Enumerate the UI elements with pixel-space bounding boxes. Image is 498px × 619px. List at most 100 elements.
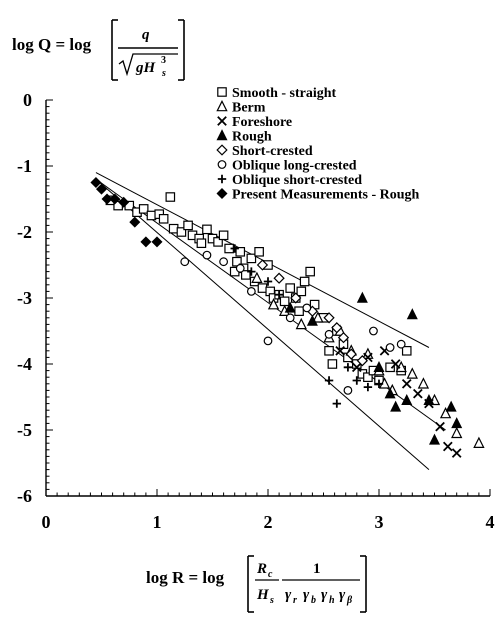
data-point [251, 271, 263, 283]
data-point [140, 236, 152, 248]
legend-label: Smooth - straight [232, 86, 337, 101]
legend-item: Oblique short-crested [217, 173, 362, 188]
y-formula-den-sup: 3 [161, 55, 166, 66]
data-point [306, 314, 318, 326]
data-point [374, 379, 384, 388]
x-formula-gamma-sub: β [346, 595, 353, 606]
data-point [428, 433, 441, 445]
legend-item: Short-crested [216, 144, 313, 159]
series-diamond-filled [90, 176, 163, 248]
legend-marker [217, 160, 227, 169]
x-formula-gamma-sub: r [293, 595, 297, 606]
legend-item: Smooth - straight [217, 86, 337, 101]
data-point [285, 313, 295, 323]
data-point [363, 382, 373, 392]
data-point [343, 386, 353, 395]
x-formula-frac1-num: R [256, 561, 267, 577]
data-point [337, 331, 350, 344]
data-point [158, 214, 169, 224]
legend-label: Rough [232, 130, 272, 145]
data-point [324, 346, 334, 356]
data-point [267, 298, 280, 310]
legend-label: Oblique long-crested [232, 159, 357, 174]
y-tick-label: -1 [17, 156, 32, 176]
data-point [442, 441, 453, 452]
data-point [256, 259, 269, 271]
x-formula-lhs: log R = log [146, 568, 225, 587]
x-tick-label: 3 [375, 512, 384, 532]
data-point [356, 355, 368, 367]
data-points [90, 176, 485, 458]
series-triangle-filled [284, 291, 463, 445]
data-point [138, 204, 149, 214]
data-point [95, 183, 108, 195]
y-tick-label: -2 [17, 222, 32, 242]
data-point [295, 317, 307, 330]
x-formula-gamma: γ [285, 587, 292, 603]
y-tick-label: -4 [17, 354, 32, 374]
legend-label: Short-crested [232, 144, 313, 159]
data-point [129, 216, 141, 228]
x-tick-label: 1 [153, 512, 162, 532]
series-circle-open [180, 250, 406, 395]
data-point [285, 283, 295, 293]
data-point [302, 303, 312, 313]
data-point [202, 224, 212, 235]
data-point [263, 336, 273, 346]
y-tick-label: -6 [17, 486, 32, 506]
data-point [196, 238, 207, 249]
data-point [332, 399, 342, 408]
legend-label: Present Measurements - Rough [232, 188, 420, 203]
y-formula-sqrt [118, 53, 178, 77]
data-point [352, 376, 361, 385]
legend-marker [216, 144, 228, 156]
data-point [273, 272, 285, 284]
data-point [213, 237, 223, 247]
data-point [241, 270, 251, 280]
data-point [279, 296, 290, 307]
data-point [230, 244, 239, 253]
legend-marker [216, 187, 228, 200]
x-formula-gamma-sub: b [311, 595, 316, 606]
data-point [183, 220, 193, 231]
data-point [390, 359, 401, 369]
data-point [151, 236, 163, 248]
data-point [290, 292, 302, 304]
y-formula-numerator: q [142, 27, 150, 43]
data-point [284, 301, 296, 313]
data-point [235, 247, 246, 257]
data-point [351, 362, 362, 373]
x-formula-frac2-num: 1 [313, 561, 321, 577]
data-point [401, 346, 412, 356]
data-point [406, 308, 418, 320]
data-point [413, 388, 423, 399]
data-point [180, 257, 190, 267]
legend: Smooth - straightBermForeshoreRoughShort… [216, 86, 420, 203]
data-point [384, 387, 396, 399]
data-point [401, 378, 412, 389]
legend-marker [217, 87, 227, 97]
data-point [345, 348, 357, 360]
data-point [165, 192, 176, 202]
legend-item: Oblique long-crested [217, 159, 357, 174]
y-formula-den-sub: s [161, 68, 166, 79]
legend-marker [216, 129, 228, 141]
trend-line [95, 178, 430, 470]
data-point [423, 393, 435, 405]
data-point [118, 196, 130, 208]
data-point [473, 436, 485, 448]
data-point [451, 426, 463, 439]
data-point [146, 210, 157, 221]
data-point [417, 377, 430, 389]
data-point [439, 406, 452, 419]
x-tick-label: 0 [42, 512, 51, 532]
x-formula-gamma: γ [303, 587, 310, 603]
data-point [323, 312, 335, 324]
data-point [296, 286, 307, 297]
data-point [451, 448, 462, 458]
legend-item: Berm [216, 99, 266, 116]
x-formula-frac1-num-sub: c [268, 569, 273, 580]
data-point [176, 227, 187, 237]
